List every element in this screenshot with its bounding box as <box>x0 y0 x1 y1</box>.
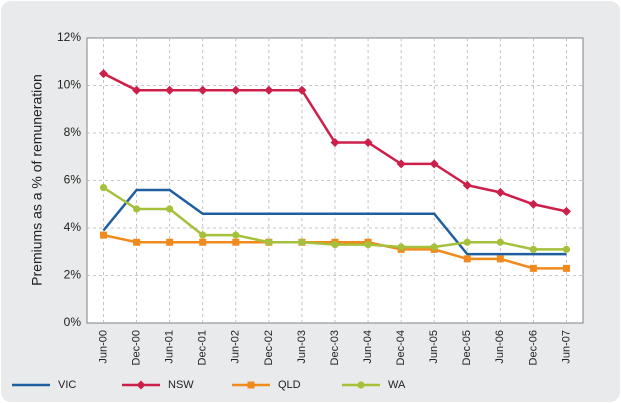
data-point <box>231 85 241 95</box>
data-point <box>496 238 504 246</box>
x-tick-label: Dec-00 <box>131 330 143 365</box>
y-tick-label: 12% <box>57 30 81 44</box>
x-tick-label: Jun-01 <box>164 330 176 364</box>
data-point <box>199 238 207 246</box>
data-point <box>496 255 504 263</box>
data-point <box>298 238 306 246</box>
data-point <box>430 243 438 251</box>
data-point <box>397 243 405 251</box>
data-point <box>562 264 570 272</box>
data-point <box>264 85 274 95</box>
x-tick-label: Dec-05 <box>461 330 473 365</box>
legend-label: WA <box>388 379 406 391</box>
y-tick-label: 2% <box>64 268 82 282</box>
x-tick-label: Dec-03 <box>329 330 341 365</box>
data-point <box>364 241 372 249</box>
x-tick-label: Jun-06 <box>494 330 506 364</box>
data-point <box>330 138 340 147</box>
legend-marker <box>357 381 365 389</box>
data-point <box>331 241 339 249</box>
data-point <box>363 138 373 147</box>
x-tick-label: Jun-00 <box>97 330 109 364</box>
data-point <box>133 205 141 213</box>
legend-label: QLD <box>278 379 301 391</box>
legend-label: NSW <box>168 379 194 391</box>
x-tick-label: Dec-02 <box>263 330 275 365</box>
data-point <box>132 85 142 95</box>
legend-label: VIC <box>58 379 76 391</box>
data-point <box>165 85 175 95</box>
legend-marker <box>136 380 146 390</box>
data-point <box>429 159 439 169</box>
x-tick-label: Jun-05 <box>428 330 440 364</box>
x-tick-label: Jun-04 <box>362 330 374 364</box>
x-tick-label: Jun-03 <box>296 330 308 364</box>
x-tick-label: Jun-02 <box>230 330 242 364</box>
x-tick-label: Dec-06 <box>527 330 539 365</box>
y-axis-title: Premiums as a % of remuneration <box>29 74 45 286</box>
y-tick-label: 6% <box>64 173 82 187</box>
data-point <box>529 264 537 272</box>
data-point <box>528 199 538 209</box>
y-tick-label: 10% <box>57 78 81 92</box>
x-tick-label: Jun-07 <box>560 330 572 364</box>
data-point <box>265 238 273 246</box>
data-point <box>463 255 471 263</box>
y-tick-label: 0% <box>64 315 82 329</box>
data-point <box>232 231 240 239</box>
data-point <box>463 238 471 246</box>
data-point <box>561 206 571 216</box>
data-point <box>166 205 174 213</box>
data-point <box>198 85 208 95</box>
x-tick-label: Dec-04 <box>395 330 407 365</box>
data-point <box>529 245 538 253</box>
data-point <box>297 85 307 95</box>
series-line <box>102 188 567 256</box>
data-point <box>562 245 571 253</box>
data-point <box>199 231 207 239</box>
data-point <box>99 69 109 79</box>
data-point <box>133 238 141 246</box>
data-point <box>100 231 108 239</box>
data-point <box>396 159 406 169</box>
data-point <box>232 238 240 246</box>
data-point <box>99 184 108 192</box>
data-point <box>495 187 505 197</box>
x-tick-label: Dec-01 <box>197 330 209 365</box>
y-tick-label: 8% <box>64 125 82 139</box>
y-tick-label: 4% <box>64 220 82 234</box>
legend-marker <box>247 381 255 389</box>
data-point <box>462 180 472 190</box>
data-point <box>166 238 174 246</box>
